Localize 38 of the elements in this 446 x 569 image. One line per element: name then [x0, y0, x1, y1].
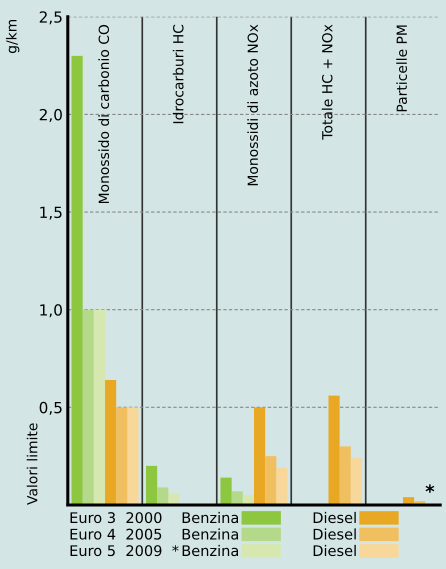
text: Euro 5 2009 * — [70, 545, 179, 556]
bar — [254, 407, 266, 505]
bar — [276, 468, 288, 505]
annotation: * — [426, 484, 434, 493]
y-tick-label: 2,5 — [40, 11, 62, 24]
y-axis-title: g/km — [6, 20, 20, 54]
text: Euro 3 2000 — [70, 512, 162, 524]
bar — [72, 56, 83, 505]
bar — [265, 456, 276, 505]
bar — [328, 396, 340, 505]
legend-label: Diesel — [314, 544, 356, 556]
bar — [340, 446, 351, 505]
bar — [220, 478, 232, 505]
legend-label: Benzina — [182, 512, 238, 524]
bar — [82, 310, 94, 505]
text: Valori limite — [26, 423, 38, 505]
bar — [94, 310, 106, 505]
bar — [157, 487, 168, 505]
legend-label: Benzina — [182, 528, 238, 540]
x-tick-label: Monossidi di azoto NOx — [247, 24, 258, 186]
legend-label: Diesel — [314, 528, 356, 540]
bar — [127, 407, 139, 505]
legend-label: Benzina — [182, 544, 238, 556]
y-tick-label: 2,0 — [40, 108, 62, 122]
bar — [146, 466, 158, 505]
bar — [105, 380, 116, 505]
x-tick-label: Monossido di carbonio CO — [98, 24, 110, 204]
bar — [350, 458, 362, 505]
x-tick-label: Idrocarburi HC — [172, 24, 184, 124]
x-tick-label: Particelle PM — [396, 25, 407, 112]
text: Euro 4 2005 — [70, 528, 162, 540]
legend-label: Diesel — [314, 512, 356, 524]
y-tick-label: 1,5 — [40, 206, 62, 220]
x-tick-label: Totale HC + NOx — [322, 24, 333, 140]
bar — [116, 407, 128, 505]
y-tick-label: 1,0 — [40, 304, 62, 318]
bar — [232, 491, 243, 505]
y-tick-label: 0,5 — [40, 402, 62, 415]
